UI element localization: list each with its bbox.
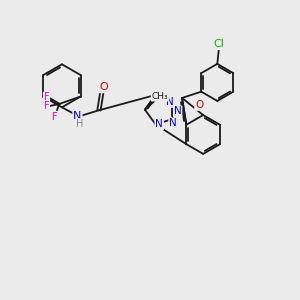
- Text: N: N: [174, 106, 182, 116]
- Text: N: N: [169, 118, 177, 128]
- Text: F: F: [44, 92, 49, 102]
- Text: O: O: [99, 82, 108, 92]
- Text: N: N: [155, 119, 163, 130]
- Text: O: O: [195, 100, 203, 110]
- Text: F: F: [44, 101, 49, 111]
- Text: CH₃: CH₃: [152, 92, 168, 101]
- Text: H: H: [76, 119, 83, 129]
- Text: Cl: Cl: [213, 39, 224, 49]
- Text: N: N: [73, 111, 82, 121]
- Text: F: F: [52, 112, 57, 122]
- Text: N: N: [166, 97, 173, 107]
